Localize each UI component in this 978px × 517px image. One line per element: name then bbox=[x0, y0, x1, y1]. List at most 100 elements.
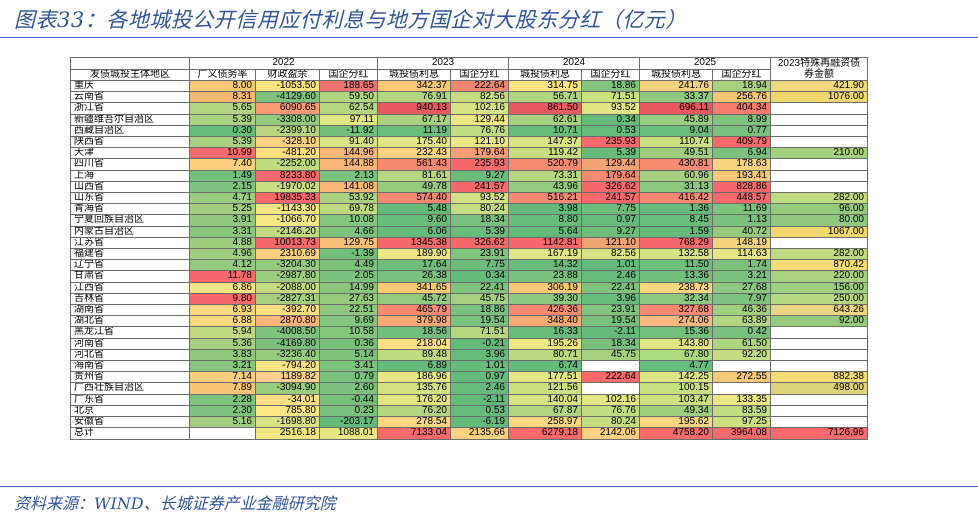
value-cell: -2827.31 bbox=[255, 292, 320, 306]
value-cell: 0.34 bbox=[581, 113, 640, 126]
value-cell: 56.71 bbox=[508, 91, 582, 104]
value-cell: -3094.90 bbox=[255, 382, 320, 395]
value-cell: 22.51 bbox=[319, 304, 378, 317]
value-cell: 144.88 bbox=[319, 158, 378, 171]
region-cell: 甘肃省 bbox=[70, 270, 190, 283]
value-cell: 148.19 bbox=[712, 236, 771, 250]
table-row: 吉林省 9.80 -2827.31 27.63 45.72 45.75 39.30 3.96 3… bbox=[70, 292, 868, 306]
value-cell: 93.52 bbox=[450, 192, 509, 205]
value-cell: 97.11 bbox=[319, 113, 378, 126]
value-cell: 188.65 bbox=[319, 79, 378, 93]
value-cell: 235.93 bbox=[581, 136, 640, 149]
value-cell: 67.87 bbox=[508, 404, 582, 418]
value-cell: 272.55 bbox=[712, 371, 771, 384]
value-cell: 7.89 bbox=[189, 382, 256, 395]
value-cell: 1.49 bbox=[189, 169, 256, 182]
value-cell: 49.34 bbox=[639, 404, 713, 418]
value-cell: 448.57 bbox=[712, 192, 771, 205]
value-cell: 156.00 bbox=[770, 281, 868, 294]
value-cell: 76.91 bbox=[377, 91, 451, 104]
value-cell: 80.00 bbox=[770, 214, 868, 227]
value-cell: 17.64 bbox=[377, 259, 451, 272]
region-cell: 江西省 bbox=[70, 281, 190, 294]
value-cell: 1.36 bbox=[639, 203, 713, 216]
value-cell: 49.51 bbox=[639, 147, 713, 160]
value-cell: 97.25 bbox=[712, 416, 771, 429]
value-cell bbox=[770, 136, 868, 149]
value-cell: 6.89 bbox=[377, 360, 451, 373]
value-cell: 3.91 bbox=[189, 214, 256, 227]
value-cell: 3.98 bbox=[508, 203, 582, 216]
value-cell: 167.19 bbox=[508, 248, 582, 261]
value-cell bbox=[770, 326, 868, 339]
value-cell bbox=[581, 382, 640, 395]
year-header: 2025 bbox=[639, 57, 771, 70]
value-cell: 2142.06 bbox=[581, 427, 640, 440]
value-cell: -6.19 bbox=[450, 416, 509, 429]
value-cell: 18.86 bbox=[581, 79, 640, 93]
value-cell: 179.64 bbox=[450, 147, 509, 160]
value-cell: 4.12 bbox=[189, 259, 256, 272]
value-cell: 3.21 bbox=[189, 360, 256, 373]
region-cell: 广西壮族自治区 bbox=[70, 382, 190, 395]
value-cell: 80.24 bbox=[581, 416, 640, 429]
column-header: 城投债利息 bbox=[639, 68, 713, 81]
table-row: 宁夏回族自治区 3.91 -1066.70 10.08 9.60 18.34 8.80 0.9… bbox=[70, 214, 868, 227]
table-row: 黑龙江省 5.94 -4008.50 10.58 18.56 71.51 16.33 -2.1… bbox=[70, 326, 868, 339]
region-cell: 海南省 bbox=[70, 360, 190, 373]
value-cell: 45.89 bbox=[639, 113, 713, 126]
value-cell: 341.65 bbox=[377, 281, 451, 294]
value-cell: 141.08 bbox=[319, 180, 378, 194]
value-cell: 8.00 bbox=[189, 79, 256, 93]
value-cell: 110.74 bbox=[639, 136, 713, 149]
value-cell: -481.20 bbox=[255, 147, 320, 160]
value-cell: 147.37 bbox=[508, 136, 582, 149]
value-cell: 222.64 bbox=[450, 79, 509, 93]
value-cell: 5.65 bbox=[189, 102, 256, 115]
value-cell: 45.75 bbox=[581, 348, 640, 362]
value-cell: 121.10 bbox=[581, 236, 640, 250]
value-cell: 18.34 bbox=[450, 214, 509, 227]
value-cell: 5.39 bbox=[450, 225, 509, 238]
table-row: 海南省 3.21 -794.20 3.41 6.89 1.01 6.74 4.77 bbox=[70, 360, 868, 373]
value-cell: 327.68 bbox=[639, 304, 713, 317]
value-cell: 133.35 bbox=[712, 393, 771, 406]
region-cell: 山东省 bbox=[70, 192, 190, 205]
value-cell: 93.52 bbox=[581, 102, 640, 115]
value-cell: -34.01 bbox=[255, 393, 320, 406]
region-cell: 辽宁省 bbox=[70, 259, 190, 272]
value-cell: 9.80 bbox=[189, 292, 256, 306]
value-cell: 27.68 bbox=[712, 281, 771, 294]
header-blank bbox=[70, 57, 190, 70]
value-cell: 73.31 bbox=[508, 169, 582, 182]
value-cell bbox=[189, 427, 256, 440]
value-cell: 14.32 bbox=[508, 259, 582, 272]
value-cell: 11.78 bbox=[189, 270, 256, 283]
table-row: 福建省 4.96 2310.69 -1.39 189.90 23.91 167.19 82.5… bbox=[70, 248, 868, 261]
value-cell: 3964.08 bbox=[712, 427, 771, 440]
special-header: 2023特殊再融资债券金额 bbox=[770, 57, 868, 81]
value-cell: 71.51 bbox=[581, 91, 640, 104]
region-cell: 河南省 bbox=[70, 337, 190, 350]
value-cell: -1.39 bbox=[319, 248, 378, 261]
value-cell: 114.63 bbox=[712, 248, 771, 261]
value-cell: 0.77 bbox=[712, 124, 771, 138]
value-cell: -4129.60 bbox=[255, 91, 320, 104]
value-cell: 23.88 bbox=[508, 270, 582, 283]
value-cell: 23.91 bbox=[581, 304, 640, 317]
value-cell: 0.23 bbox=[319, 404, 378, 418]
value-cell: 1345.38 bbox=[377, 236, 451, 250]
value-cell: 62.61 bbox=[508, 113, 582, 126]
value-cell: 768.29 bbox=[639, 236, 713, 250]
region-cell: 总计 bbox=[70, 427, 190, 440]
value-cell: 80.71 bbox=[508, 348, 582, 362]
table-row: 河南省 5.36 -4169.80 0.36 218.04 -0.21 195.26 18.3… bbox=[70, 337, 868, 350]
table-row: 山西省 2.15 -1970.02 141.08 49.78 241.57 43.96 326… bbox=[70, 180, 868, 194]
value-cell: -1053.50 bbox=[255, 79, 320, 93]
value-cell: 22.41 bbox=[581, 281, 640, 294]
value-cell: 342.37 bbox=[377, 79, 451, 93]
value-cell: 241.76 bbox=[639, 79, 713, 93]
value-cell: 2310.69 bbox=[255, 248, 320, 261]
value-cell: 4.77 bbox=[639, 360, 713, 373]
value-cell: 238.73 bbox=[639, 281, 713, 294]
